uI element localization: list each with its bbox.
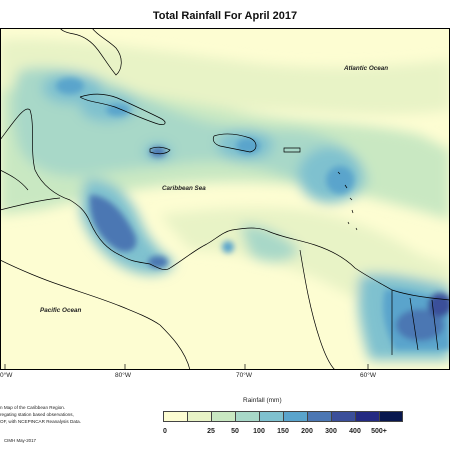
legend-swatch [163, 411, 187, 422]
legend-label: 400 [349, 428, 361, 435]
legend-label: 150 [277, 428, 289, 435]
legend-label: 25 [207, 428, 215, 435]
rainfall-map: Atlantic Ocean Caribbean Sea Pacific Oce… [0, 28, 450, 370]
legend-title: Rainfall (mm) [243, 397, 282, 404]
lon-tick-label: 70°W [236, 372, 252, 379]
footnote-line: OF, with NCEPINCAR Reanalysis Data. [0, 419, 81, 424]
legend-swatch [331, 411, 355, 422]
legend-swatch [211, 411, 235, 422]
legend-label: 50 [231, 428, 239, 435]
lon-tick-label: 60°W [360, 372, 376, 379]
lon-tick-label: 80°W [115, 372, 131, 379]
map-title: Total Rainfall For April 2017 [152, 10, 298, 22]
legend-label: 300 [325, 428, 337, 435]
legend-label: 100 [253, 428, 265, 435]
legend-swatch [379, 411, 403, 422]
legend-color-bar [163, 411, 403, 422]
legend-swatch [187, 411, 211, 422]
credit-text: CIMH May-2017 [4, 438, 36, 443]
pacific-ocean-label: Pacific Ocean [40, 307, 81, 314]
rainfall-cores [56, 78, 450, 350]
legend-swatch [355, 411, 379, 422]
legend-label: 500+ [371, 428, 387, 435]
legend-label: 0 [163, 428, 167, 435]
legend-label: 200 [301, 428, 313, 435]
footnote-line: n Map of the Caribbean Region. [0, 405, 66, 410]
legend-swatch [283, 411, 307, 422]
atlantic-ocean-label: Atlantic Ocean [343, 65, 388, 72]
coastlines [0, 28, 450, 370]
legend-swatch [307, 411, 331, 422]
lon-tick-label: 0°W [0, 372, 13, 379]
footnote-line: regating station based observations, [0, 412, 74, 417]
legend-swatch [235, 411, 259, 422]
legend-swatch [259, 411, 283, 422]
caribbean-sea-label: Caribbean Sea [162, 185, 206, 192]
legend-labels: 0 25 50 100 150 200 300 400 500+ [163, 428, 403, 440]
